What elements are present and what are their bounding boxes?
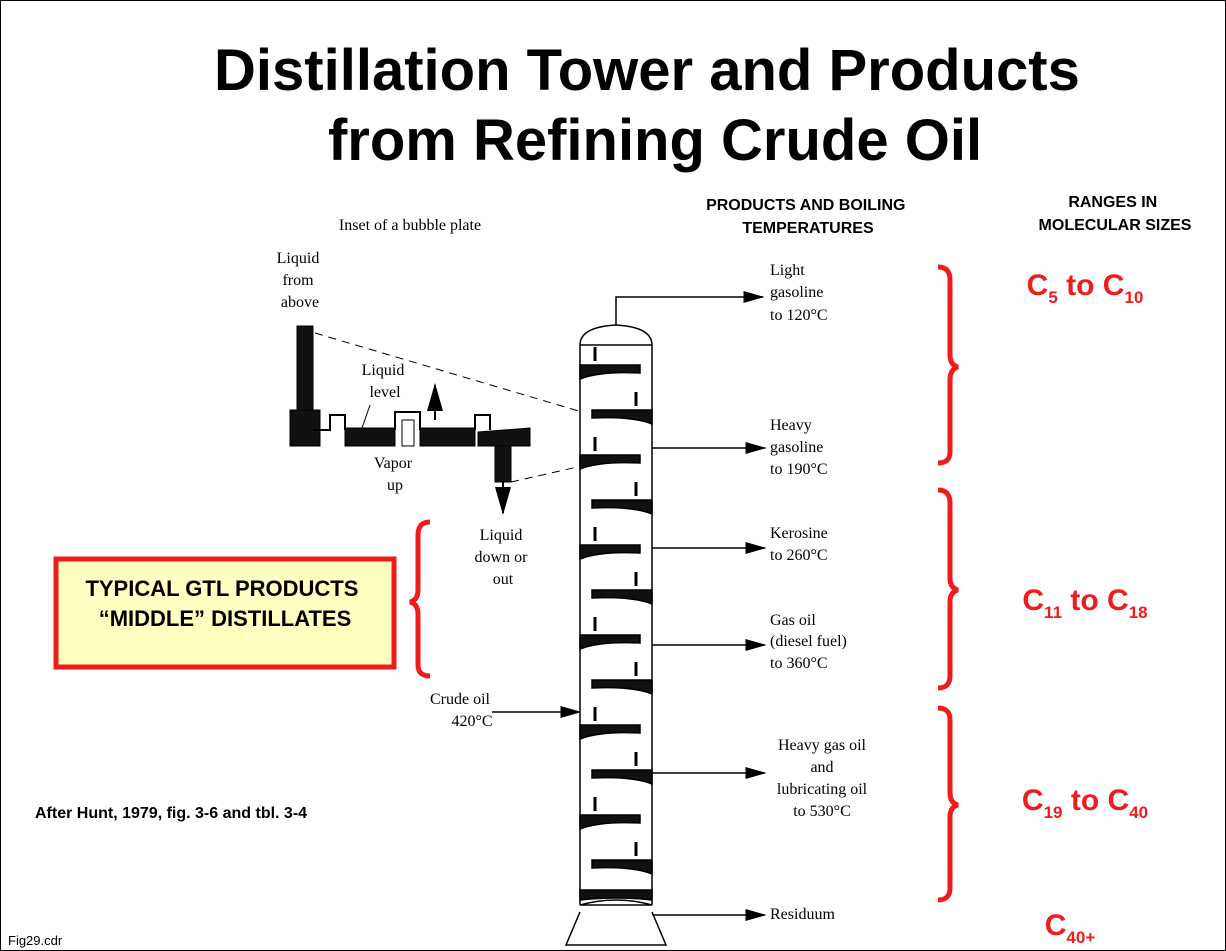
header-line: PRODUCTS AND BOILING xyxy=(706,197,905,214)
range-text: to C xyxy=(1062,584,1129,617)
label-line: Kerosine xyxy=(770,525,828,542)
inset-label: Liquid level xyxy=(362,362,409,401)
label-line: Residuum xyxy=(770,906,835,923)
range-label: C40+ xyxy=(1045,909,1096,947)
file-name: Fig29.cdr xyxy=(8,933,63,948)
plate xyxy=(591,499,653,516)
label-line: Vapor xyxy=(374,455,413,472)
credit: After Hunt, 1979, fig. 3-6 and tbl. 3-4 xyxy=(35,805,307,822)
subscript: 10 xyxy=(1124,288,1143,307)
label-line: to 260°C xyxy=(770,547,828,564)
label-line: to 120°C xyxy=(770,307,828,324)
range-text: C xyxy=(1022,584,1044,617)
subscript: 40+ xyxy=(1066,928,1095,947)
label-line: Liquid xyxy=(480,527,523,544)
inset-title: Inset of a bubble plate xyxy=(339,217,481,234)
title: Distillation Tower and Products from Ref… xyxy=(214,38,1096,173)
range-label: C11 to C18 xyxy=(1022,584,1147,622)
callout-box xyxy=(53,556,397,670)
tower xyxy=(564,291,765,946)
label-line: to 190°C xyxy=(770,461,828,478)
plate xyxy=(579,814,641,831)
plate xyxy=(579,724,641,741)
callout-line: “MIDDLE” DISTILLATES xyxy=(99,606,352,631)
inset-label: Liquid down or out xyxy=(475,527,532,588)
product-label: Residuum xyxy=(770,906,835,923)
product-label: Light gasoline to 120°C xyxy=(770,262,828,324)
product-label: Gas oil (diesel fuel) to 360°C xyxy=(770,612,847,672)
label-line: to 360°C xyxy=(770,655,828,672)
ranges-header: RANGES IN MOLECULAR SIZES xyxy=(1039,194,1192,234)
title-line: from Refining Crude Oil xyxy=(328,108,982,173)
label-line: Gas oil xyxy=(770,612,816,629)
plate xyxy=(579,889,653,901)
label-line: down or xyxy=(475,549,529,566)
product-label: Heavy gasoline to 190°C xyxy=(770,417,828,478)
label-line: Liquid xyxy=(362,362,405,379)
braces xyxy=(409,264,959,903)
callout: TYPICAL GTL PRODUCTS “MIDDLE” DISTILLATE… xyxy=(85,576,364,631)
plate xyxy=(591,679,653,696)
feed-label: Crude oil 420°C xyxy=(430,691,494,730)
subscript: 40 xyxy=(1129,803,1148,822)
bubble-plate xyxy=(289,325,583,515)
range-text: C xyxy=(1045,909,1067,942)
plate xyxy=(591,859,653,876)
range-text: to C xyxy=(1058,269,1125,302)
label-line: lubricating oil xyxy=(777,781,868,798)
label-line: Crude oil xyxy=(430,691,491,708)
label-line: from xyxy=(282,272,314,289)
plate xyxy=(579,364,641,381)
plate xyxy=(591,589,653,606)
title-line: Distillation Tower and Products xyxy=(214,38,1080,103)
header-line: MOLECULAR SIZES xyxy=(1039,217,1192,234)
label-line: Heavy xyxy=(770,417,812,434)
label-line: level xyxy=(369,384,401,401)
callout-line: TYPICAL GTL PRODUCTS xyxy=(85,576,358,601)
product-label: Kerosine to 260°C xyxy=(770,525,828,564)
subscript: 18 xyxy=(1129,603,1148,622)
label-line: and xyxy=(810,759,833,776)
plate xyxy=(579,454,641,471)
range-label: C19 to C40 xyxy=(1022,784,1148,822)
plate xyxy=(591,769,653,786)
label-line: gasoline xyxy=(770,284,823,301)
inset-label: Vapor up xyxy=(374,455,416,494)
label-line: Light xyxy=(770,262,805,279)
header-line: TEMPERATURES xyxy=(742,220,874,237)
label-line: Liquid xyxy=(277,250,320,267)
header-line: RANGES IN xyxy=(1068,194,1157,211)
range-text: to C xyxy=(1063,784,1130,817)
subscript: 19 xyxy=(1044,803,1063,822)
label-line: above xyxy=(281,294,319,311)
label-line: Heavy gas oil xyxy=(778,737,867,754)
products-header: PRODUCTS AND BOILING TEMPERATURES xyxy=(706,197,910,237)
range-text: C xyxy=(1027,269,1049,302)
plate xyxy=(579,544,641,561)
inset-label: Liquid from above xyxy=(277,250,324,311)
label-line: up xyxy=(387,477,403,494)
plate xyxy=(579,634,641,651)
product-label: Heavy gas oil and lubricating oil to 530°C xyxy=(777,737,868,820)
subscript: 5 xyxy=(1048,288,1057,307)
plate xyxy=(591,409,653,426)
label-line: out xyxy=(493,571,514,588)
label-line: (diesel fuel) xyxy=(770,633,847,650)
label-line: to 530°C xyxy=(793,803,851,820)
range-label: C5 to C10 xyxy=(1027,269,1144,307)
label-line: gasoline xyxy=(770,439,823,456)
range-text: C xyxy=(1022,784,1044,817)
label-line: 420°C xyxy=(451,713,492,730)
subscript: 11 xyxy=(1044,603,1062,622)
